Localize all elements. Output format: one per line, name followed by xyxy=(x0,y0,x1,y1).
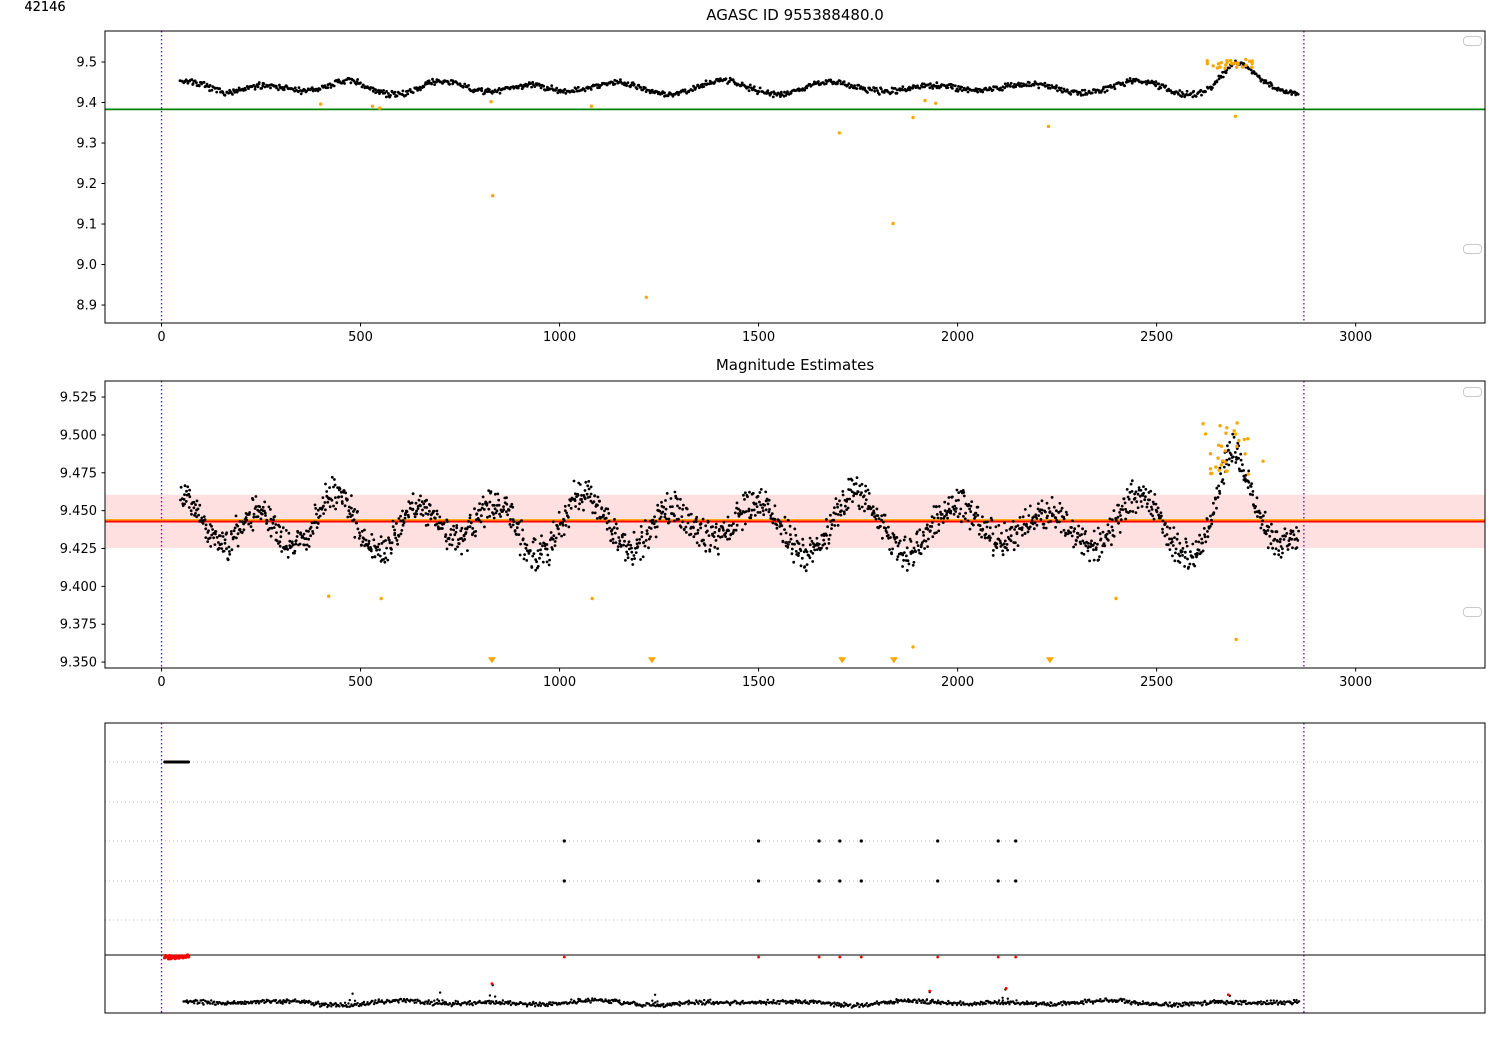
tick-label: 9.0 xyxy=(76,258,97,273)
ok-scatter xyxy=(179,432,1300,573)
tick-label: 1500 xyxy=(742,330,775,345)
axes-frame xyxy=(104,30,1486,324)
dr5-flags xyxy=(562,879,1018,883)
plot-1: 0 500 1000 1500 2000 2500 3000 9.350 9.375 9.400 9… xyxy=(60,380,1486,690)
tick-label: 2500 xyxy=(1140,330,1173,345)
ok-scatter xyxy=(178,59,1300,99)
legend-mag-agasc xyxy=(1463,36,1482,46)
plot-flags xyxy=(104,722,1486,1014)
dr-not-ok-run xyxy=(163,953,191,961)
highlighted-scatter xyxy=(319,57,1254,299)
tick-label: 0 xyxy=(157,330,165,345)
tick-label: 500 xyxy=(348,330,373,345)
tick-label: 500 xyxy=(348,675,373,690)
tick-label: 3000 xyxy=(1339,330,1372,345)
tick-label: 9.350 xyxy=(60,656,97,671)
tick-label: 9.4 xyxy=(76,96,97,111)
tick-label: 9.500 xyxy=(60,428,97,443)
axes-frame xyxy=(104,722,1486,1014)
tick-label: 9.5 xyxy=(76,56,97,71)
tick-label: 8.9 xyxy=(76,299,97,314)
plot1-title: AGASC ID 955388480.0 xyxy=(706,6,884,24)
obsid-annotation-top: 42146 xyxy=(24,0,66,15)
tick-label: 2000 xyxy=(941,330,974,345)
tick-label: 9.1 xyxy=(76,218,97,233)
not-kalman-run xyxy=(163,760,191,764)
tick-label: 3000 xyxy=(1339,675,1372,690)
obsid-annotation-middle: 42146 xyxy=(24,0,66,15)
tick-label: 9.3 xyxy=(76,137,97,152)
tick-label: 9.2 xyxy=(76,177,97,192)
legend-mag-lines xyxy=(1463,387,1482,397)
tick-label: 1500 xyxy=(742,675,775,690)
tick-label: 2500 xyxy=(1140,675,1173,690)
tick-label: 9.400 xyxy=(60,580,97,595)
legend-top-markers xyxy=(1463,244,1482,254)
tick-label: 0 xyxy=(157,675,165,690)
tick-label: 9.425 xyxy=(60,542,97,557)
tick-label: 9.375 xyxy=(60,618,97,633)
tick-label: 9.475 xyxy=(60,466,97,481)
tick-label: 1000 xyxy=(543,675,576,690)
plot2-title: Magnitude Estimates xyxy=(715,356,875,374)
tick-label: 9.450 xyxy=(60,504,97,519)
tick-label: 9.525 xyxy=(60,391,97,406)
dr-not-ok-points xyxy=(490,955,1230,997)
dr-series xyxy=(182,984,1301,1009)
clipped-marker-triangles xyxy=(487,657,1054,664)
plot-0: 0 500 1000 1500 2000 2500 3000 8.9 9.0 9.1 9.2 9.3 9… xyxy=(76,30,1486,345)
tick-label: 1000 xyxy=(543,330,576,345)
axes-frame xyxy=(104,380,1486,669)
highlighted-scatter xyxy=(327,421,1265,649)
legend-middle-markers xyxy=(1463,607,1482,617)
tick-label: 2000 xyxy=(941,675,974,690)
ion-rad-flags xyxy=(562,839,1018,843)
